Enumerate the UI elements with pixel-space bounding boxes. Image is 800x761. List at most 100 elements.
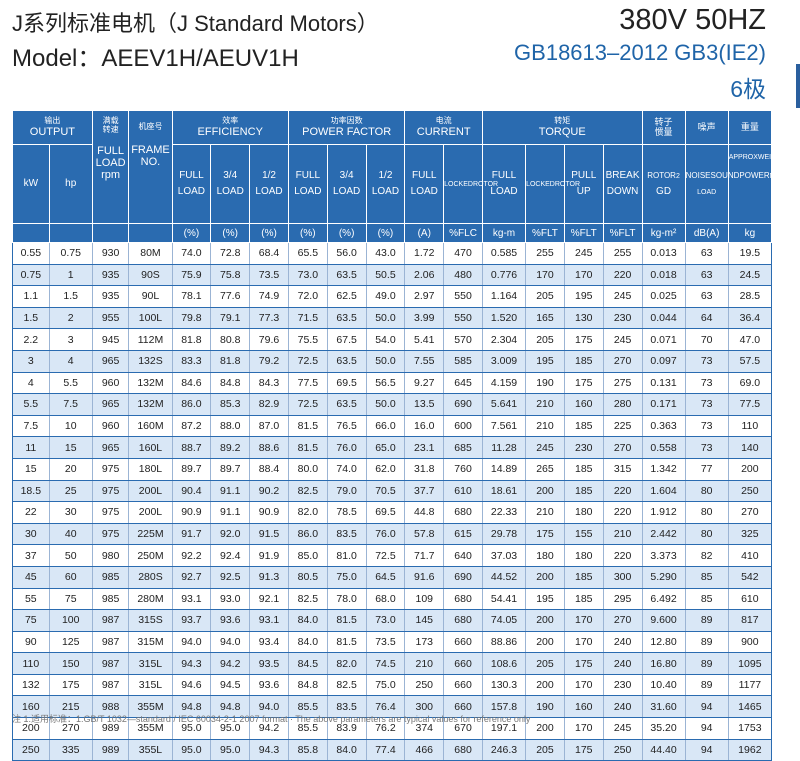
table-cell: 2.06 bbox=[404, 264, 445, 287]
table-cell: 91.9 bbox=[249, 544, 289, 567]
table-cell: 987 bbox=[91, 631, 130, 654]
table-cell: 980 bbox=[91, 544, 130, 567]
table-cell: 110 bbox=[12, 652, 50, 675]
table-cell: 79.6 bbox=[249, 328, 289, 351]
table-cell: 270 bbox=[602, 436, 643, 459]
table-cell: 72.5 bbox=[287, 393, 328, 416]
table-cell: 210 bbox=[602, 523, 643, 546]
table-cell: 935 bbox=[91, 264, 130, 287]
table-cell: 4 bbox=[12, 372, 50, 395]
table-cell: 84.0 bbox=[287, 631, 328, 654]
table-cell: 210 bbox=[404, 652, 445, 675]
table-cell: 40 bbox=[48, 523, 93, 546]
table-row: 0.75 1 935 90S 75.9 75.8 73.5 73.0 63.5 50.5 2.06 4… bbox=[12, 264, 773, 287]
table-cell: 246.3 bbox=[481, 739, 527, 761]
table-cell: 82.0 bbox=[326, 652, 367, 675]
table-cell: 150 bbox=[48, 652, 93, 675]
table-cell: 89.7 bbox=[210, 458, 251, 481]
table-cell: 1.342 bbox=[641, 458, 686, 481]
table-cell: 170 bbox=[563, 674, 604, 697]
table-cell: 610 bbox=[727, 588, 773, 611]
noise-header: 噪声 bbox=[684, 110, 729, 145]
table-header: 输出 OUTPUT 满载 转速 FULL LOAD rpm 机座号 FRAME … bbox=[12, 110, 786, 243]
table-cell: 0.558 bbox=[641, 436, 686, 459]
table-cell: 645 bbox=[443, 372, 483, 395]
table-cell: 600 bbox=[443, 415, 483, 438]
table-cell: 90.9 bbox=[171, 501, 212, 524]
table-cell: 3.99 bbox=[404, 307, 445, 330]
unit-cell bbox=[128, 223, 173, 243]
table-cell: 93.1 bbox=[171, 588, 212, 611]
table-cell: 230 bbox=[602, 674, 643, 697]
table-cell: 280S bbox=[128, 566, 173, 589]
table-cell: 817 bbox=[727, 609, 773, 632]
pf-full-header: FULL LOAD bbox=[287, 144, 328, 224]
table-cell: 0.776 bbox=[481, 264, 527, 287]
table-cell: 1.604 bbox=[641, 480, 686, 503]
eff-full-header: FULL LOAD bbox=[171, 144, 212, 224]
table-cell: 170 bbox=[563, 609, 604, 632]
table-cell: 170 bbox=[563, 631, 604, 654]
table-cell: 2 bbox=[48, 307, 93, 330]
table-cell: 30 bbox=[12, 523, 50, 546]
table-cell: 0.013 bbox=[641, 242, 686, 265]
table-cell: 95.0 bbox=[210, 739, 251, 761]
table-cell: 54.41 bbox=[481, 588, 527, 611]
table-cell: 355M bbox=[128, 695, 173, 719]
table-cell: 175 bbox=[563, 739, 604, 761]
table-cell: 74.9 bbox=[249, 285, 289, 308]
table-cell: 240 bbox=[602, 631, 643, 654]
table-cell: 680 bbox=[443, 739, 483, 761]
table-cell: 1 bbox=[48, 264, 93, 287]
torque-locked-header: LOCKEDROTOR bbox=[525, 144, 580, 224]
table-cell: 65.0 bbox=[365, 436, 406, 459]
table-cell: 109 bbox=[404, 588, 445, 611]
table-cell: 0.097 bbox=[641, 350, 686, 373]
table-cell: 240 bbox=[602, 652, 643, 675]
table-cell: 74.0 bbox=[171, 242, 212, 265]
table-cell: 29.78 bbox=[481, 523, 527, 546]
table-cell: 6.492 bbox=[641, 588, 686, 611]
table-cell: 300 bbox=[602, 566, 643, 589]
table-cell: 132M bbox=[128, 372, 173, 395]
table-cell: 25 bbox=[48, 480, 93, 503]
table-cell: 355L bbox=[128, 739, 173, 761]
table-cell: 132 bbox=[12, 674, 50, 697]
table-cell: 175 bbox=[563, 652, 604, 675]
table-cell: 91.1 bbox=[210, 501, 251, 524]
table-row: 45 60 985 280S 92.7 92.5 91.3 80.5 75.0 64.5 91.6 6… bbox=[12, 566, 773, 589]
table-cell: 987 bbox=[91, 609, 130, 632]
table-cell: 88.6 bbox=[249, 436, 289, 459]
table-row: 160 215 988 355M 94.8 94.8 94.0 85.5 83.5 76.4 300… bbox=[12, 695, 773, 719]
table-cell: 3.373 bbox=[641, 544, 686, 567]
table-cell: 49.0 bbox=[365, 285, 406, 308]
table-cell: 56.0 bbox=[326, 242, 367, 265]
table-cell: 7.55 bbox=[404, 350, 445, 373]
table-row: 7.5 10 960 160M 87.2 88.0 87.0 81.5 76.5 66.0 16.0… bbox=[12, 415, 773, 438]
unit-cell: (%) bbox=[171, 223, 212, 243]
table-cell: 0.75 bbox=[48, 242, 93, 265]
table-cell: 200 bbox=[525, 609, 565, 632]
table-cell: 130 bbox=[563, 307, 604, 330]
table-cell: 935 bbox=[91, 285, 130, 308]
table-cell: 987 bbox=[91, 674, 130, 697]
table-cell: 82.5 bbox=[287, 588, 328, 611]
current-header: 电流 CURRENT bbox=[404, 110, 483, 145]
table-cell: 965 bbox=[91, 350, 130, 373]
kw-header: kW bbox=[12, 144, 50, 224]
table-cell: 195 bbox=[525, 588, 565, 611]
table-cell: 410 bbox=[727, 544, 773, 567]
table-cell: 145 bbox=[404, 609, 445, 632]
table-cell: 73 bbox=[684, 393, 729, 416]
table-cell: 44.52 bbox=[481, 566, 527, 589]
current-locked-header: LOCKEDROTOR bbox=[443, 144, 498, 224]
table-cell: 160 bbox=[563, 393, 604, 416]
table-cell: 660 bbox=[443, 695, 483, 719]
table-cell: 1.72 bbox=[404, 242, 445, 265]
table-cell: 220 bbox=[602, 544, 643, 567]
table-cell: 82.5 bbox=[287, 480, 328, 503]
table-cell: 4 bbox=[48, 350, 93, 373]
table-cell: 10.40 bbox=[641, 674, 686, 697]
table-cell: 0.363 bbox=[641, 415, 686, 438]
table-cell: 16.80 bbox=[641, 652, 686, 675]
